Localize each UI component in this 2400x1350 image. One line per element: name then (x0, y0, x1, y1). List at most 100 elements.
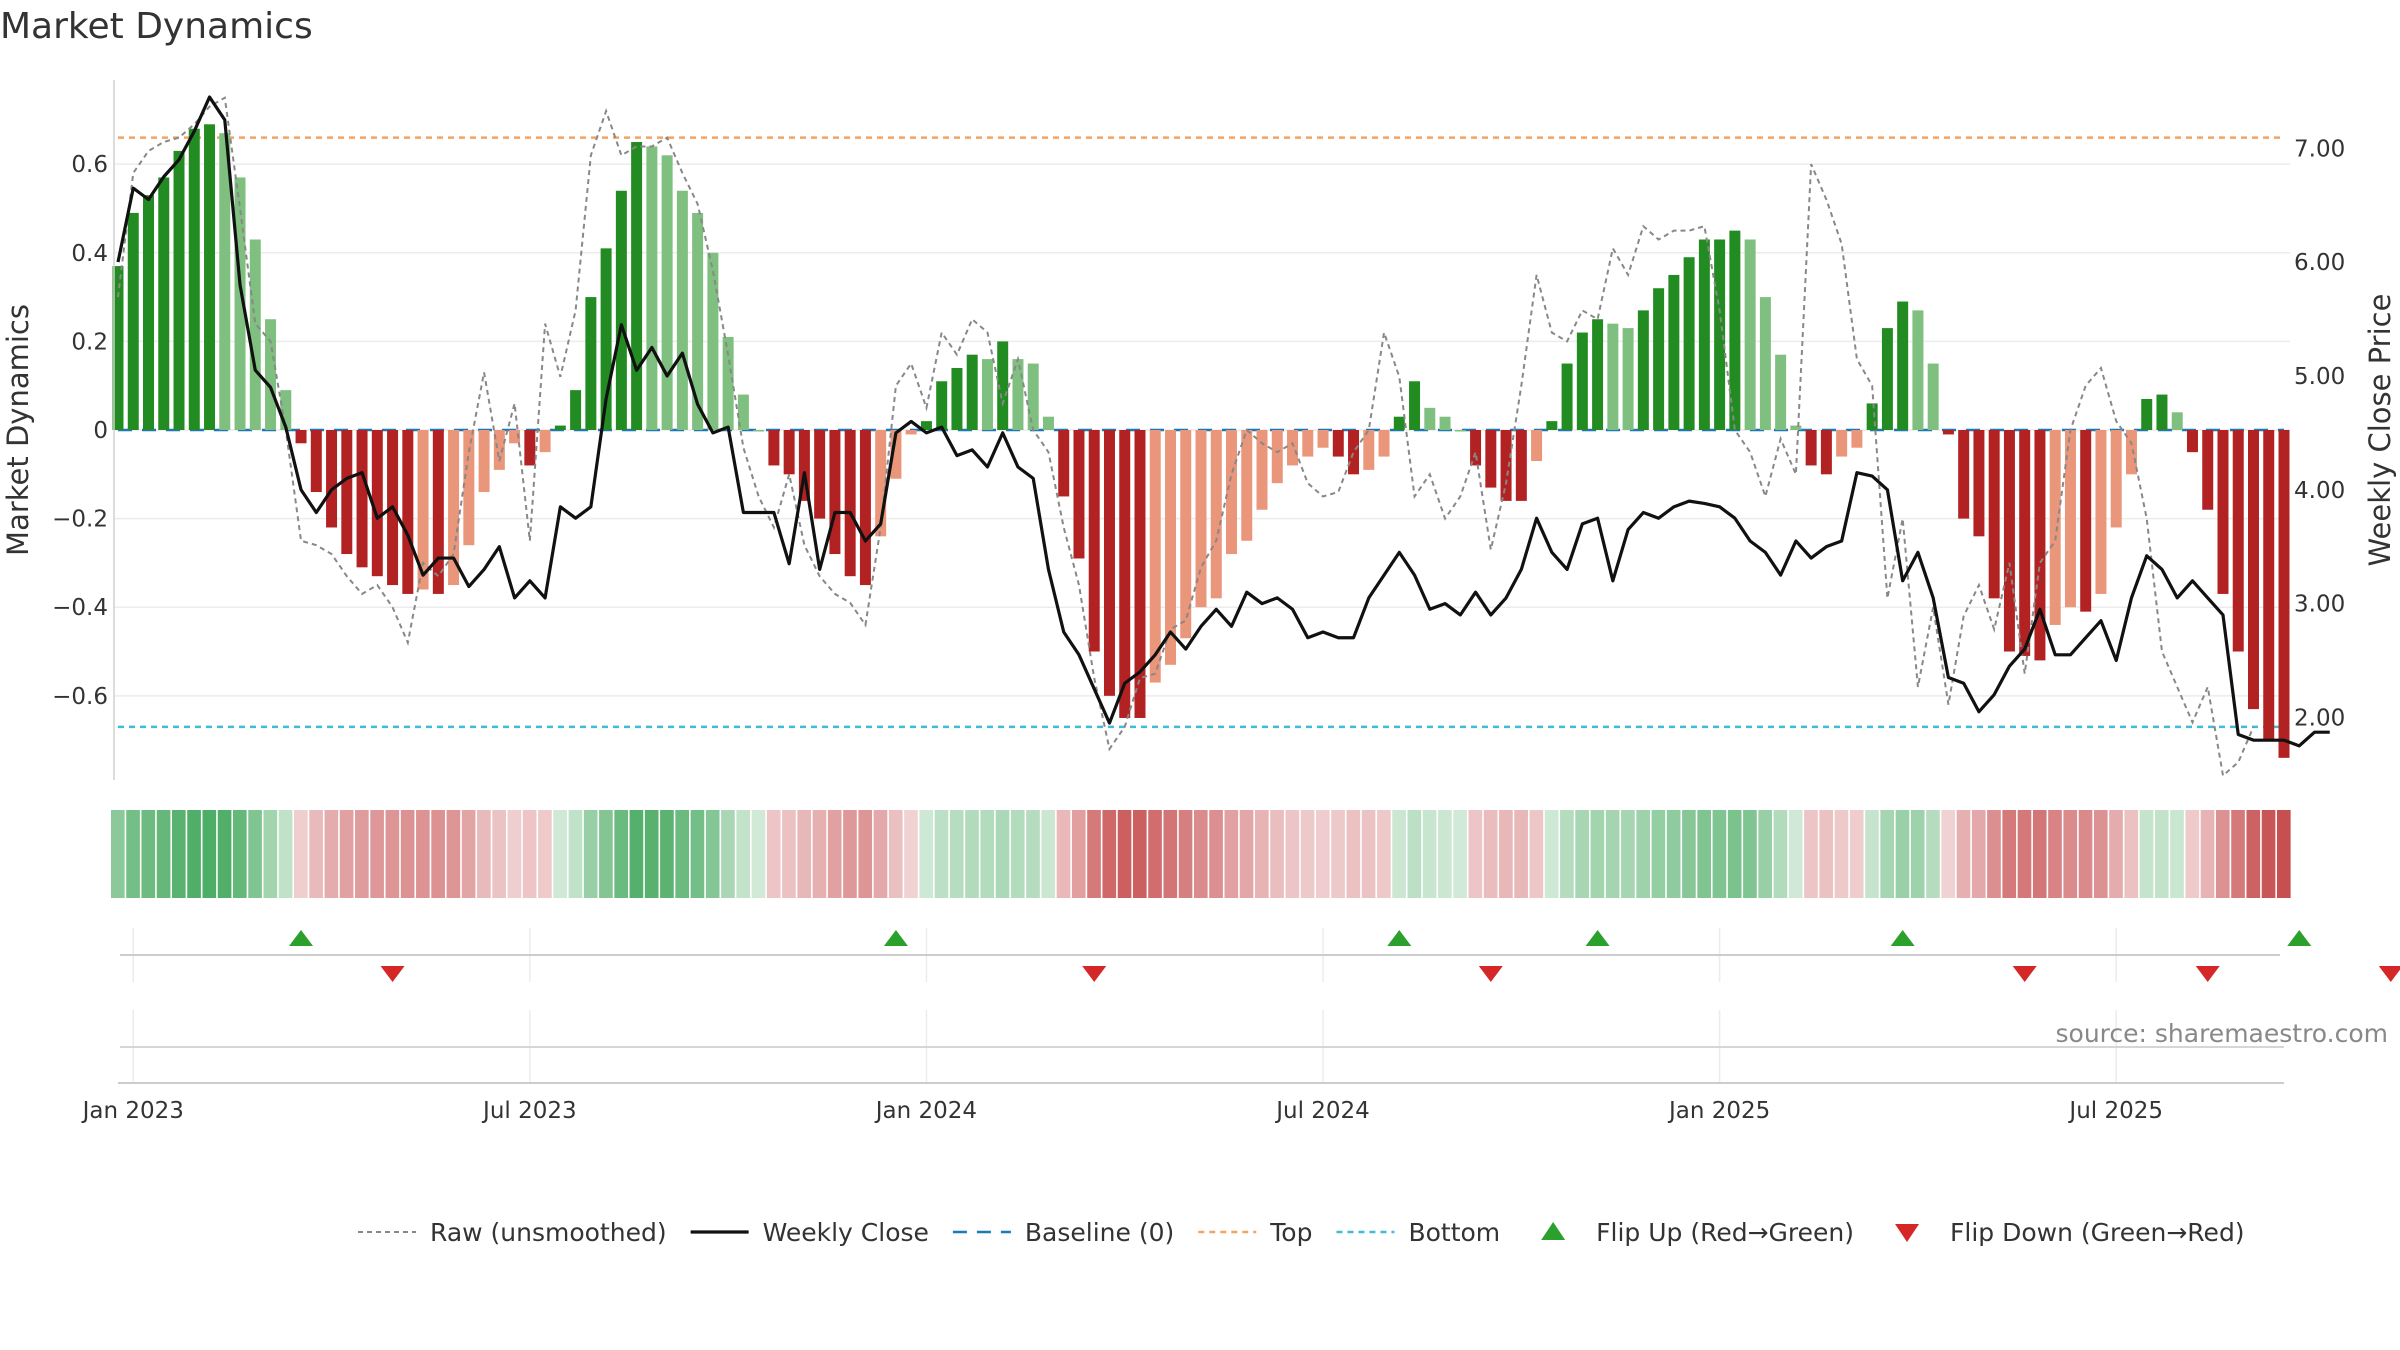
heatmap-cell (1834, 810, 1849, 898)
dynamics-bar (1470, 430, 1482, 466)
dynamics-bar (1485, 430, 1497, 488)
dynamics-bar (1988, 430, 2000, 599)
heatmap-cell (1529, 810, 1544, 898)
heatmap-cell (1605, 810, 1620, 898)
heatmap-cell (2017, 810, 2032, 898)
heatmap-cell (1773, 810, 1788, 898)
dynamics-bar (1027, 363, 1039, 430)
flip-up-marker (1585, 930, 1610, 946)
x-axis: Jan 2023 Jul 2023 Jan 2024 Jul 2024 Jan 2025… (81, 1098, 2163, 1124)
left-tick-label: −0.6 (52, 684, 108, 710)
x-tick-label: Jul 2023 (481, 1098, 577, 1124)
dynamics-bar (1058, 430, 1070, 497)
legend-label: Baseline (0) (1025, 1218, 1174, 1247)
dynamics-bar (402, 430, 414, 594)
dynamics-bar (2171, 412, 2183, 430)
dynamics-bar (1744, 239, 1756, 430)
flip-up-marker (289, 930, 314, 946)
flip-down-marker (2378, 966, 2400, 982)
dynamics-bar (2064, 430, 2076, 608)
heatmap-cell (1895, 810, 1910, 898)
heatmap-cell (843, 810, 857, 898)
heatmap-cell (949, 810, 964, 898)
dynamics-bar (1119, 430, 1131, 718)
heatmap-cell (1971, 810, 1986, 898)
dynamics-bar (1561, 363, 1573, 430)
axes: 0.6 0.4 0.2 0 −0.2 −0.4 −0.6 7.00 6.00 5.00 4.00 3.… (1, 80, 2397, 780)
dynamics-bar (981, 359, 993, 430)
dynamics-bar (1531, 430, 1543, 462)
right-tick-label: 4.00 (2294, 478, 2345, 504)
heatmap-cell (1422, 810, 1437, 898)
right-tick-label: 2.00 (2294, 705, 2345, 731)
heatmap-cell (660, 810, 674, 898)
heatmap-cell (858, 810, 873, 898)
heatmap-cell (431, 810, 445, 898)
heatmap-cell (2246, 810, 2261, 898)
dynamics-bar (1546, 421, 1558, 430)
heatmap-cell (553, 810, 567, 898)
x-tick-label: Jul 2025 (2067, 1098, 2163, 1124)
heatmap-cell (1880, 810, 1895, 898)
dynamics-bar (554, 425, 566, 430)
right-tick-label: 3.00 (2294, 592, 2345, 618)
heatmap-cell (690, 810, 705, 898)
heatmap-cell (1193, 810, 1208, 898)
dynamics-bar (2141, 398, 2153, 430)
flip-up-marker (1387, 930, 1412, 946)
dynamics-bar (676, 190, 688, 430)
heatmap-cell (1575, 810, 1589, 898)
dynamics-bar (1836, 430, 1848, 457)
heatmap-cell (1270, 810, 1284, 898)
heatmap-cell (2093, 810, 2108, 898)
dynamics-bar (173, 150, 185, 430)
heatmap-cell (1346, 810, 1361, 898)
heatmap-cell (202, 810, 217, 898)
heatmap-cell (2185, 810, 2200, 898)
legend-label: Flip Down (Green→Red) (1950, 1218, 2245, 1247)
dynamics-bar (1653, 288, 1665, 430)
flip-down-marker (2012, 966, 2037, 982)
heatmap-cell (1910, 810, 1925, 898)
heatmap-cell (599, 810, 613, 898)
heatmap-cell (1316, 810, 1330, 898)
dynamics-bar (2156, 394, 2168, 430)
x-tick-label: Jan 2025 (1667, 1098, 1770, 1124)
dynamics-bar (997, 341, 1009, 430)
dynamics-bar (478, 430, 490, 493)
heatmap-cell (156, 810, 171, 898)
dynamics-bar (1103, 430, 1115, 696)
dynamics-bar (234, 177, 246, 430)
heatmap-cell (2231, 810, 2245, 898)
heatmap-cell (217, 810, 232, 898)
heatmap-cell (416, 810, 430, 898)
flip-markers-panel (120, 928, 2400, 982)
right-tick-label: 6.00 (2294, 250, 2345, 276)
heatmap-cell (1849, 810, 1864, 898)
dynamics-bar (570, 390, 582, 430)
dynamics-bar (600, 248, 612, 430)
dynamics-bar (1256, 430, 1268, 510)
dynamics-bar (463, 430, 475, 546)
heatmap-cell (2215, 810, 2230, 898)
heatmap-cell (1377, 810, 1391, 898)
heatmap-cell (614, 810, 628, 898)
heatmap-cell (1361, 810, 1376, 898)
dynamics-bar (2019, 430, 2031, 656)
dynamics-bar (1149, 430, 1161, 683)
heatmap-cell (2109, 810, 2123, 898)
heatmap-cell (1300, 810, 1315, 898)
dynamics-bar (143, 195, 154, 430)
heatmap-cell (1819, 810, 1834, 898)
heatmap-cell (1087, 810, 1101, 898)
dynamics-bar (326, 430, 338, 528)
flip-up-marker (883, 930, 908, 946)
dynamics-bar (753, 430, 765, 432)
heatmap-cell (1987, 810, 2001, 898)
heatmap-cell (934, 810, 949, 898)
heatmap-cell (1132, 810, 1147, 898)
heatmap-cell (583, 810, 598, 898)
heatmap-cell (1514, 810, 1528, 898)
heatmap-cell (2032, 810, 2047, 898)
dynamics-bar (1851, 430, 1863, 448)
